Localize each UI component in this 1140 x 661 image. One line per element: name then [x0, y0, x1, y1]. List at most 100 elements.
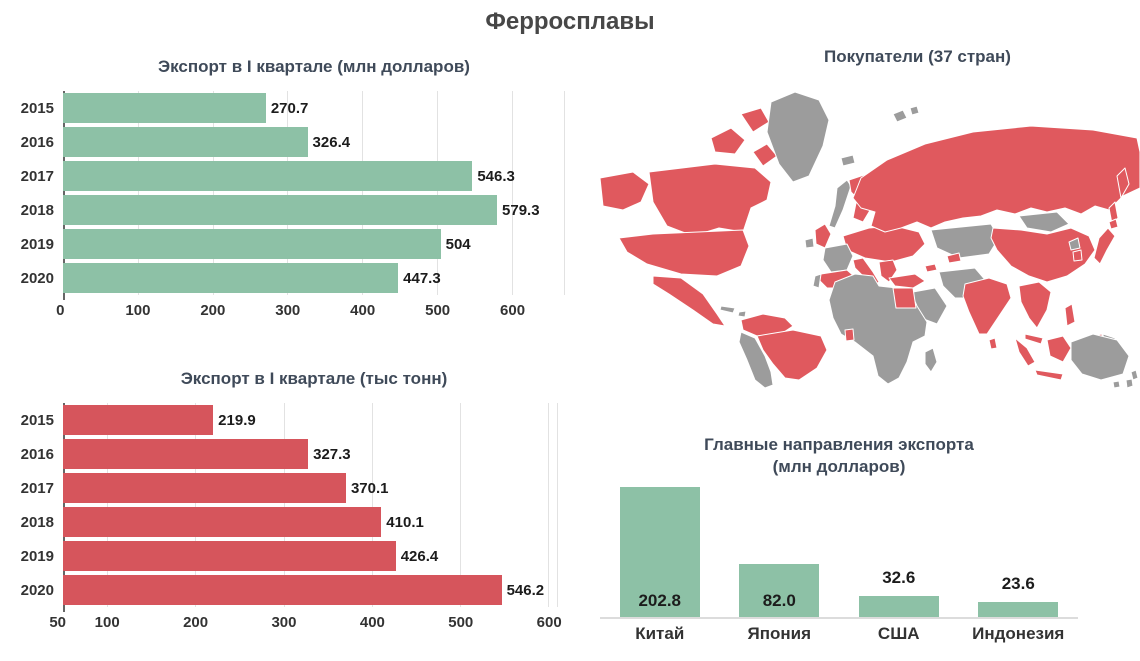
country-sumatra	[1014, 337, 1036, 367]
year-label: 2015	[20, 411, 54, 429]
country-madagascar	[924, 347, 938, 373]
bar-row-2017: 2017 546.3	[21, 159, 565, 193]
bar-value: 504	[445, 235, 471, 253]
bar-row-2015: 2015 219.9	[21, 403, 558, 437]
bar-row-2016: 2016 326.4	[21, 125, 565, 159]
x-axis-ticks: 50 100 200 300 400 500 600	[49, 607, 561, 635]
chart-export-directions-title-line1: Главные направления экспорта	[704, 435, 974, 454]
bar-Япония	[739, 564, 820, 617]
bar-row-2015: 2015 270.7	[21, 91, 565, 125]
bar-США	[858, 596, 939, 617]
bar-2020	[63, 575, 502, 605]
country-peru-argentina	[738, 331, 774, 389]
country-tasmania	[1112, 380, 1121, 389]
country-java	[1034, 369, 1064, 381]
category-label: США	[877, 624, 920, 643]
gridline	[195, 403, 197, 607]
year-label: 2016	[20, 445, 54, 463]
country-south-korea	[1072, 249, 1083, 262]
country-indochina	[1018, 281, 1052, 329]
bar-column-Индонезия: 23.6	[959, 487, 1079, 617]
bar-value: 546.2	[506, 581, 545, 599]
country-russia	[852, 125, 1140, 233]
chart-export-directions-title-line2: (млн долларов)	[772, 457, 906, 476]
country-mongolia	[1018, 211, 1070, 233]
bar-column-Китай: 202.8	[600, 487, 720, 617]
bar-value: 370.1	[350, 479, 389, 497]
country-usa	[618, 229, 750, 277]
country-arctic-islands	[710, 127, 746, 155]
country-colombia-venezuela	[740, 313, 794, 337]
bar-Индонезия	[978, 601, 1059, 617]
page-title: Ферросплавы	[485, 8, 655, 35]
chart-export-tons-plot: 2015 219.9 2016 327.3 2017 370.1 2018 410.1 2019…	[21, 403, 562, 631]
buyers-map-panel: Покупатели (37 стран)	[565, 46, 1140, 390]
bar-2016	[63, 127, 308, 157]
country-ghana	[844, 328, 855, 342]
year-label: 2020	[20, 269, 54, 287]
chart-export-directions-categories: Китай Япония США Индонезия	[600, 624, 1078, 644]
category-label: Япония	[747, 624, 811, 643]
chart-export-tons: Экспорт в I квартале (тыс тонн) 2015 219.…	[0, 368, 565, 631]
gridline	[436, 91, 438, 295]
country-caucasus	[924, 263, 938, 273]
country-mexico	[652, 275, 726, 327]
bar-row-2016: 2016 327.3	[21, 437, 558, 471]
axis-tick: 50	[49, 614, 67, 631]
year-label: 2015	[20, 99, 54, 117]
country-philippines	[1064, 303, 1076, 327]
gridline	[287, 91, 289, 295]
world-map	[599, 91, 1140, 389]
bar-row-2018: 2018 579.3	[21, 193, 565, 227]
country-kazakhstan-central-asia	[930, 223, 1000, 259]
bar-2016	[63, 439, 309, 469]
country-brazil	[756, 329, 828, 381]
year-label: 2018	[20, 513, 54, 531]
bar-Китай	[619, 487, 700, 617]
bar-value: 82.0	[762, 591, 796, 610]
year-label: 2019	[20, 547, 54, 565]
bar-value: 32.6	[882, 568, 916, 588]
bar-value: 410.1	[386, 513, 424, 531]
country-portugal	[812, 273, 822, 289]
country-egypt	[892, 287, 917, 309]
country-hispaniola	[737, 310, 747, 318]
year-label: 2020	[20, 581, 54, 599]
country-canada	[648, 163, 772, 237]
axis-tick: 500	[448, 614, 474, 631]
chart-export-usd: Экспорт в I квартале (млн долларов) 2015…	[0, 56, 565, 319]
bar-row-2020: 2020 546.2	[21, 573, 558, 607]
axis-tick: 600	[536, 614, 562, 631]
country-uk	[814, 223, 832, 249]
bar-value: 23.6	[1001, 573, 1035, 593]
chart-export-usd-plot: 2015 270.7 2016 326.4 2017 546.3 2018 579.3 2019…	[21, 91, 565, 319]
year-label: 2017	[20, 167, 54, 185]
bar-2017	[63, 473, 346, 503]
country-ireland	[804, 237, 815, 249]
chart-export-tons-title: Экспорт в I квартале (тыс тонн)	[180, 369, 448, 388]
bar-2019	[63, 229, 441, 259]
bar-value: 219.9	[218, 411, 256, 429]
chart-export-usd-title: Экспорт в I квартале (млн долларов)	[158, 57, 470, 76]
bar-value: 426.4	[400, 547, 439, 565]
country-north-korea	[1068, 237, 1081, 251]
chart-export-directions: Главные направления экспорта (млн доллар…	[600, 434, 1078, 644]
axis-tick: 200	[200, 302, 226, 319]
axis-tick: 500	[425, 302, 451, 319]
country-cuba	[719, 305, 736, 314]
grid-layer	[63, 403, 558, 607]
country-france	[822, 243, 854, 273]
axis-tick: 200	[183, 614, 209, 631]
year-label: 2017	[20, 479, 54, 497]
gridline	[107, 403, 109, 607]
bar-column-Япония: 82.0	[720, 487, 840, 617]
bar-value: 579.3	[502, 201, 540, 219]
country-malaysia	[1024, 333, 1044, 345]
bar-2018	[63, 507, 382, 537]
bar-2018	[63, 195, 498, 225]
country-japan-hokkaido	[1108, 218, 1119, 230]
country-new-zealand	[1125, 378, 1134, 389]
axis-tick: 0	[56, 302, 65, 319]
bar-2015	[63, 405, 214, 435]
